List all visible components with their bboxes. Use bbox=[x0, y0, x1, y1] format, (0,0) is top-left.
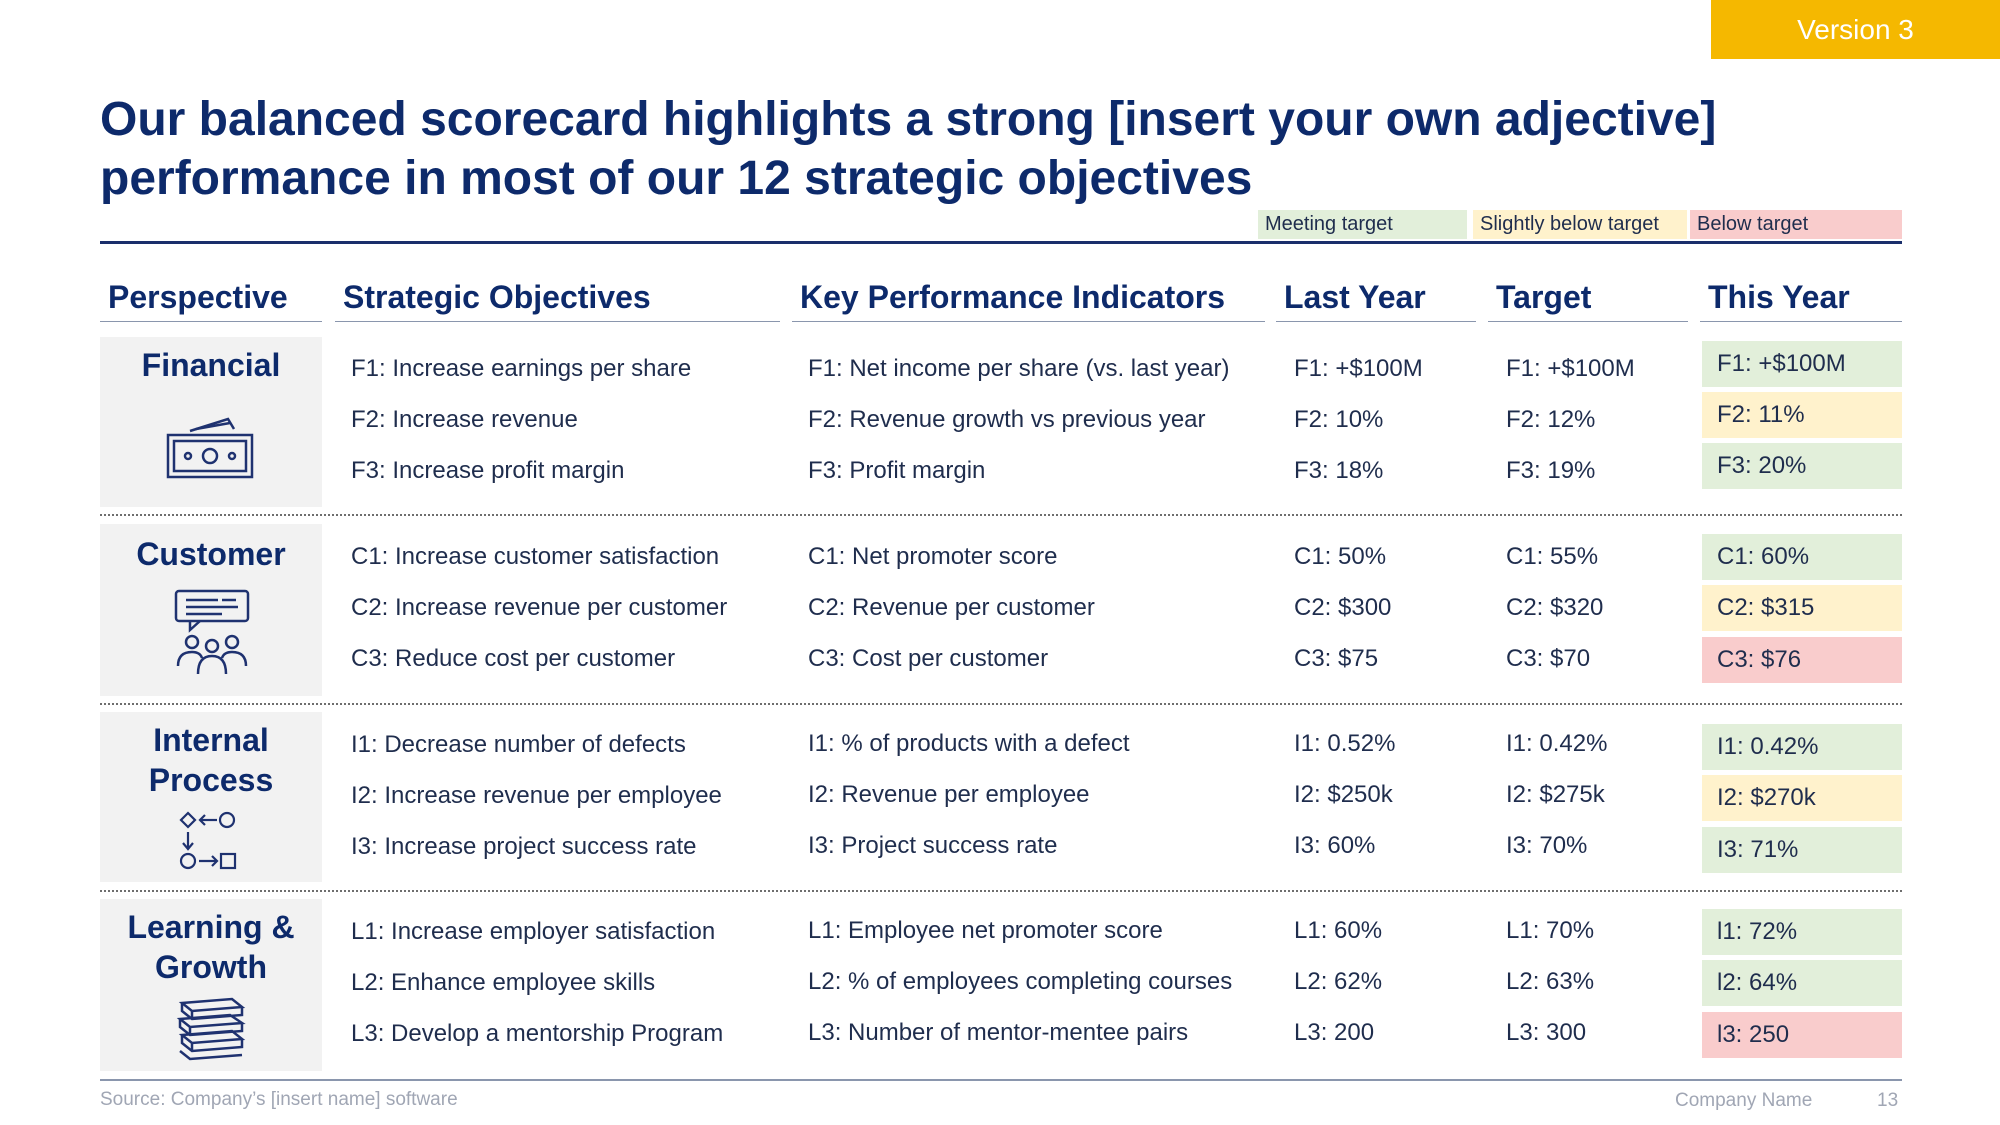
row-divider bbox=[100, 890, 1902, 892]
this-year-l2: l2: 64% bbox=[1702, 960, 1902, 1006]
last-year-i3: I3: 60% bbox=[1294, 832, 1376, 859]
last-year-l3: L3: 200 bbox=[1294, 1019, 1375, 1046]
target-l2: L2: 63% bbox=[1506, 968, 1595, 995]
this-year-f2: F2: 11% bbox=[1702, 392, 1902, 438]
kpi-l1: L1: Employee net promoter score bbox=[808, 917, 1163, 944]
perspective-internal-process: Internal Process bbox=[100, 712, 322, 882]
this-year-f3: F3: 20% bbox=[1702, 443, 1902, 489]
header-perspective: Perspective bbox=[100, 276, 322, 322]
company-name: Company Name bbox=[1675, 1090, 1813, 1111]
kpi-l2: L2: % of employees completing courses bbox=[808, 968, 1233, 995]
target-f2: F2: 12% bbox=[1506, 406, 1596, 433]
target-i2: I2: $275k bbox=[1506, 781, 1605, 808]
target-f1: F1: +$100M bbox=[1506, 355, 1635, 382]
legend-meeting-target: Meeting target bbox=[1258, 210, 1467, 239]
this-year-l1: l1: 72% bbox=[1702, 909, 1902, 955]
target-c2: C2: $320 bbox=[1506, 594, 1604, 621]
this-year-l3: l3: 250 bbox=[1702, 1012, 1902, 1058]
page-number: 13 bbox=[1877, 1090, 1899, 1111]
source-note: Source: Company’s [insert name] software bbox=[100, 1089, 458, 1110]
title-divider bbox=[100, 241, 1902, 244]
target-i1: I1: 0.42% bbox=[1506, 730, 1608, 757]
objective-c1: C1: Increase customer satisfaction bbox=[351, 543, 720, 570]
perspective-label-line1: Learning & bbox=[127, 909, 295, 945]
this-year-i3: I3: 71% bbox=[1702, 827, 1902, 873]
kpi-c2: C2: Revenue per customer bbox=[808, 594, 1095, 621]
target-c3: C3: $70 bbox=[1506, 645, 1591, 672]
perspective-financial: Financial bbox=[100, 337, 322, 507]
objective-c3: C3: Reduce cost per customer bbox=[351, 645, 676, 672]
kpi-i1: I1: % of products with a defect bbox=[808, 730, 1130, 757]
kpi-f2: F2: Revenue growth vs previous year bbox=[808, 406, 1206, 433]
objective-l1: L1: Increase employer satisfaction bbox=[351, 918, 716, 945]
row-divider bbox=[100, 703, 1902, 705]
objective-f1: F1: Increase earnings per share bbox=[351, 355, 692, 382]
last-year-c1: C1: 50% bbox=[1294, 543, 1387, 570]
header-key-performance-indicators: Key Performance Indicators bbox=[792, 276, 1265, 322]
this-year-f1: F1: +$100M bbox=[1702, 341, 1902, 387]
last-year-l1: L1: 60% bbox=[1294, 917, 1383, 944]
legend-below-target: Below target bbox=[1690, 210, 1902, 239]
header-this-year: This Year bbox=[1700, 276, 1902, 322]
last-year-i1: I1: 0.52% bbox=[1294, 730, 1396, 757]
objective-i3: I3: Increase project success rate bbox=[351, 833, 697, 860]
header-strategic-objectives: Strategic Objectives bbox=[335, 276, 780, 322]
target-i3: I3: 70% bbox=[1506, 832, 1588, 859]
last-year-f2: F2: 10% bbox=[1294, 406, 1384, 433]
money-icon bbox=[166, 415, 256, 486]
row-divider bbox=[100, 514, 1902, 516]
last-year-l2: L2: 62% bbox=[1294, 968, 1383, 995]
kpi-i2: I2: Revenue per employee bbox=[808, 781, 1090, 808]
objective-f3: F3: Increase profit margin bbox=[351, 457, 625, 484]
last-year-f1: F1: +$100M bbox=[1294, 355, 1423, 382]
header-target: Target bbox=[1488, 276, 1688, 322]
target-l1: L1: 70% bbox=[1506, 917, 1595, 944]
kpi-c3: C3: Cost per customer bbox=[808, 645, 1049, 672]
target-c1: C1: 55% bbox=[1506, 543, 1599, 570]
perspective-label-line2: Process bbox=[148, 762, 274, 798]
books-icon bbox=[176, 997, 248, 1066]
kpi-i3: I3: Project success rate bbox=[808, 832, 1058, 859]
perspective-customer: Customer bbox=[100, 524, 322, 696]
objective-c2: C2: Increase revenue per customer bbox=[351, 594, 728, 621]
customer-feedback-icon bbox=[172, 588, 252, 683]
legend-slightly-below-target: Slightly below target bbox=[1473, 210, 1687, 239]
process-flow-icon bbox=[179, 808, 243, 879]
header-last-year: Last Year bbox=[1276, 276, 1476, 322]
perspective-learning-growth: Learning & Growth bbox=[100, 899, 322, 1071]
this-year-c3: C3: $76 bbox=[1702, 637, 1902, 683]
target-f3: F3: 19% bbox=[1506, 457, 1596, 484]
target-l3: L3: 300 bbox=[1506, 1019, 1587, 1046]
objective-i2: I2: Increase revenue per employee bbox=[351, 782, 722, 809]
objective-f2: F2: Increase revenue bbox=[351, 406, 578, 433]
kpi-c1: C1: Net promoter score bbox=[808, 543, 1058, 570]
objective-l2: L2: Enhance employee skills bbox=[351, 969, 656, 996]
last-year-f3: F3: 18% bbox=[1294, 457, 1384, 484]
this-year-i1: I1: 0.42% bbox=[1702, 724, 1902, 770]
this-year-i2: I2: $270k bbox=[1702, 775, 1902, 821]
kpi-f3: F3: Profit margin bbox=[808, 457, 986, 484]
kpi-l3: L3: Number of mentor-mentee pairs bbox=[808, 1019, 1189, 1046]
perspective-label-line1: Internal bbox=[153, 722, 269, 758]
this-year-c1: C1: 60% bbox=[1702, 534, 1902, 580]
last-year-i2: I2: $250k bbox=[1294, 781, 1393, 808]
objective-i1: I1: Decrease number of defects bbox=[351, 731, 686, 758]
this-year-c2: C2: $315 bbox=[1702, 585, 1902, 631]
last-year-c3: C3: $75 bbox=[1294, 645, 1379, 672]
page-title: Our balanced scorecard highlights a stro… bbox=[100, 93, 1717, 205]
perspective-label: Financial bbox=[141, 347, 281, 383]
perspective-label-line2: Growth bbox=[155, 949, 267, 985]
footer-divider bbox=[100, 1079, 1902, 1081]
kpi-f1: F1: Net income per share (vs. last year) bbox=[808, 355, 1230, 382]
version-tag: Version 3 bbox=[1711, 0, 2000, 59]
last-year-c2: C2: $300 bbox=[1294, 594, 1392, 621]
perspective-label: Customer bbox=[136, 536, 286, 572]
objective-l3: L3: Develop a mentorship Program bbox=[351, 1020, 724, 1047]
